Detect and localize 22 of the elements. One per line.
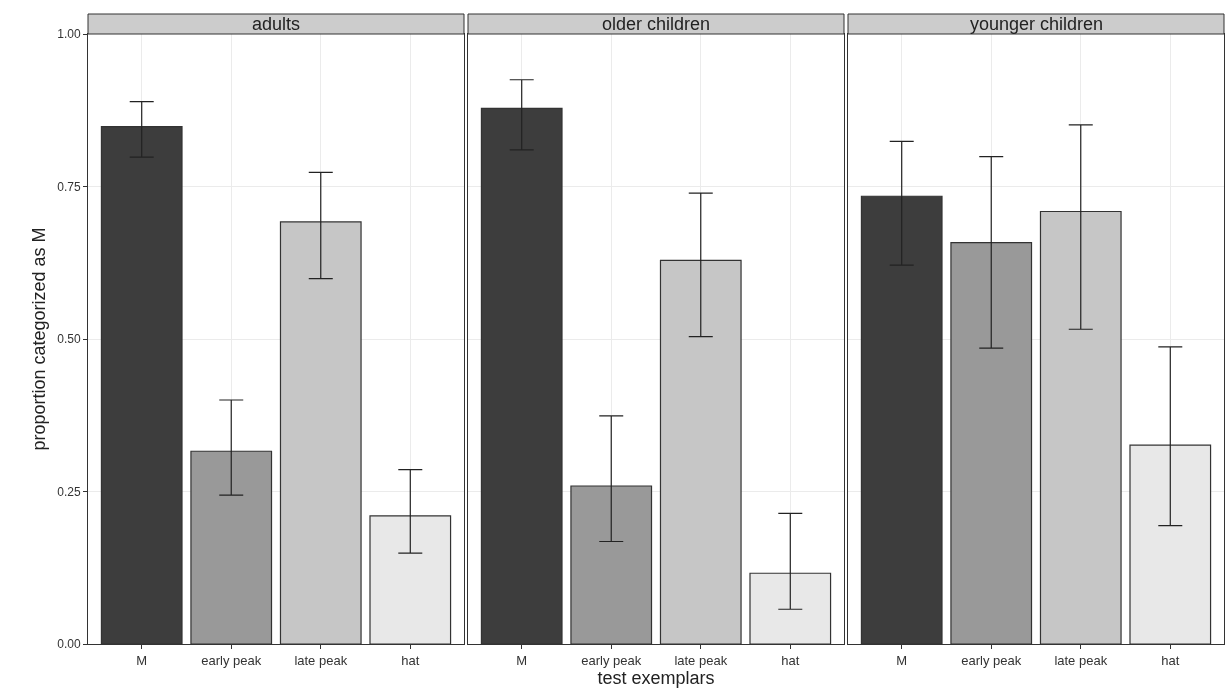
y-tick-label: 0.00 [57,637,81,652]
x-tick-label: hat [1161,652,1180,668]
x-tick-label: hat [401,652,420,668]
y-axis-title: proportion categorized as M [29,227,50,451]
x-tick-label: early peak [581,652,642,668]
chart-title: older children [602,14,711,34]
x-axis-title: test exemplars [597,667,715,688]
y-tick-label: 0.25 [57,484,81,499]
x-tick-label: late peak [1054,652,1108,668]
x-tick-label: hat [781,652,800,668]
x-tick-label: early peak [201,652,262,668]
y-tick-label: 0.50 [57,332,81,347]
x-tick-label: late peak [674,652,728,668]
chart-title: younger children [970,14,1104,34]
x-tick-label: M [516,652,528,668]
y-tick-label: 1.00 [57,27,81,42]
chart-title: adults [252,14,301,34]
x-tick-label: early peak [961,652,1022,668]
x-tick-label: late peak [294,652,348,668]
x-tick-label: M [896,652,908,668]
x-tick-label: M [136,652,148,668]
y-tick-label: 0.75 [57,179,81,194]
